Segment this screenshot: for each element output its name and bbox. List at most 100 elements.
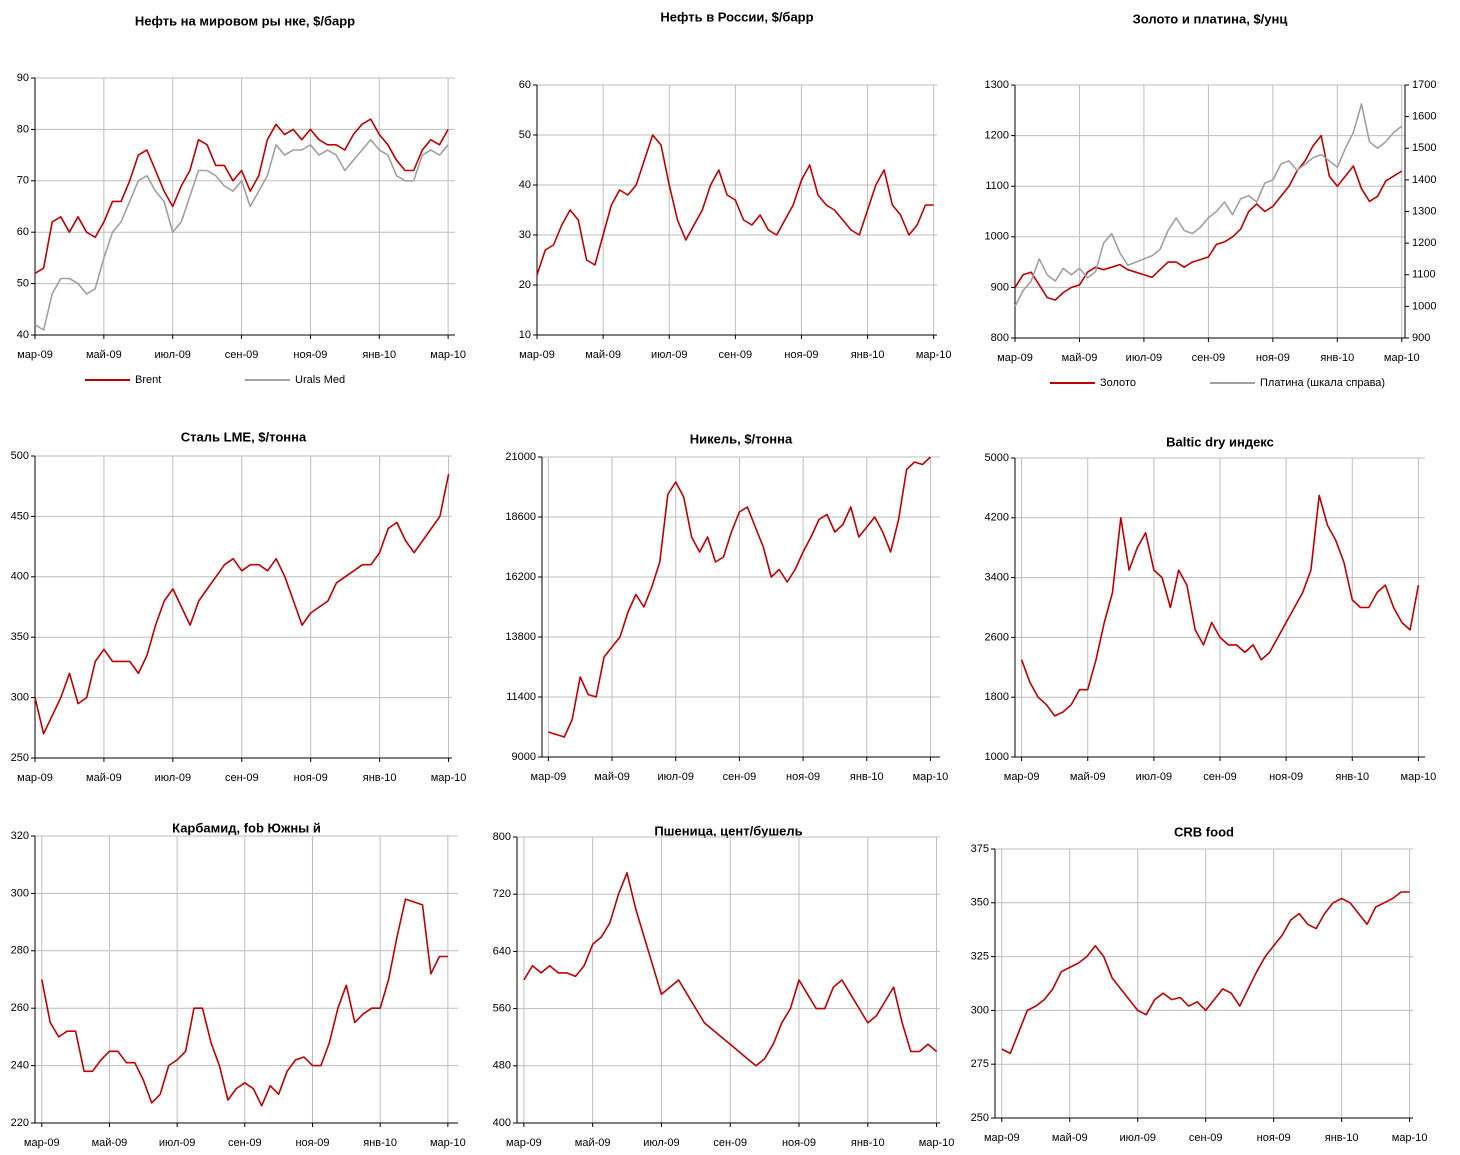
x-tick-label: мар-10 <box>1392 1132 1428 1144</box>
x-tick-label: мар-10 <box>916 349 952 361</box>
chart-title: CRB food <box>1174 824 1234 839</box>
series-line <box>536 134 934 276</box>
y2-tick-label: 1200 <box>1412 237 1436 249</box>
legend-label: Brent <box>135 374 161 386</box>
chart-title: Сталь LME, $/тонна <box>181 429 307 444</box>
legend-label: Золото <box>1100 377 1136 389</box>
x-tick-label: янв-10 <box>851 349 885 361</box>
chart-title: Baltic dry индекс <box>1166 434 1274 449</box>
y-tick-label: 50 <box>519 129 531 141</box>
x-tick-label: май-09 <box>575 1137 611 1149</box>
y2-tick-label: 1100 <box>1412 269 1436 281</box>
x-tick-label: мар-10 <box>913 771 949 783</box>
series-line <box>1014 103 1403 307</box>
y-tick-label: 240 <box>11 1060 29 1072</box>
x-tick-label: май-09 <box>1052 1132 1088 1144</box>
y2-tick-label: 1000 <box>1412 300 1436 312</box>
x-tick-label: янв-10 <box>1335 771 1369 783</box>
x-tick-label: ноя-09 <box>1269 771 1303 783</box>
y-tick-label: 325 <box>971 951 989 963</box>
series-line <box>523 872 938 1067</box>
x-tick-label: янв-10 <box>362 349 396 361</box>
x-tick-label: июл-09 <box>1136 771 1172 783</box>
y-tick-label: 80 <box>17 123 29 135</box>
y-tick-label: 13800 <box>505 631 536 643</box>
series-line <box>1014 134 1403 301</box>
y2-tick-label: 1500 <box>1412 142 1436 154</box>
y-tick-label: 1100 <box>985 180 1009 192</box>
x-tick-label: июл-09 <box>154 349 190 361</box>
x-tick-label: ноя-09 <box>782 1137 816 1149</box>
y-tick-label: 450 <box>11 510 29 522</box>
x-tick-label: ноя-09 <box>293 349 327 361</box>
y-tick-label: 560 <box>493 1003 511 1015</box>
x-tick-label: май-09 <box>86 349 122 361</box>
y-tick-label: 1000 <box>985 751 1009 763</box>
y-tick-label: 400 <box>493 1117 511 1129</box>
series-line <box>34 138 449 331</box>
x-tick-label: ноя-09 <box>294 772 328 784</box>
x-tick-label: сен-09 <box>1203 771 1237 783</box>
x-tick-label: мар-10 <box>1401 771 1437 783</box>
x-tick-label: мар-10 <box>430 1137 466 1149</box>
x-tick-label: сен-09 <box>713 1137 747 1149</box>
y-tick-label: 40 <box>17 329 29 341</box>
y-tick-label: 3400 <box>985 572 1009 584</box>
x-tick-label: мар-09 <box>506 1137 542 1149</box>
x-tick-label: июл-09 <box>651 349 687 361</box>
y-tick-label: 720 <box>493 888 511 900</box>
x-tick-label: май-09 <box>594 771 630 783</box>
y-tick-label: 400 <box>11 571 29 583</box>
y-tick-label: 300 <box>11 887 29 899</box>
series-line <box>548 456 931 738</box>
legend-label: Urals Med <box>295 374 345 386</box>
series-line <box>34 118 449 274</box>
x-tick-label: май-09 <box>585 349 621 361</box>
x-tick-label: мар-09 <box>997 352 1033 364</box>
x-tick-label: ноя-09 <box>295 1137 329 1149</box>
y-tick-label: 250 <box>11 752 29 764</box>
y-tick-label: 900 <box>991 281 1009 293</box>
x-tick-label: ноя-09 <box>786 771 820 783</box>
chart-title: Никель, $/тонна <box>690 431 793 446</box>
y-tick-label: 60 <box>519 79 531 91</box>
x-tick-label: ноя-09 <box>784 349 818 361</box>
x-tick-label: май-09 <box>1062 352 1098 364</box>
y-tick-label: 20 <box>519 279 531 291</box>
y-tick-label: 300 <box>11 692 29 704</box>
x-tick-label: май-09 <box>1070 771 1106 783</box>
y-tick-label: 5000 <box>985 452 1009 464</box>
series-line <box>41 898 448 1107</box>
y-tick-label: 10 <box>519 329 531 341</box>
y-tick-label: 480 <box>493 1060 511 1072</box>
x-tick-label: сен-09 <box>1189 1132 1223 1144</box>
y-tick-label: 800 <box>991 332 1009 344</box>
y-tick-label: 1300 <box>985 79 1009 91</box>
chart-title: Нефть на мировом ры нке, $/барр <box>135 13 355 28</box>
x-tick-label: июл-09 <box>1119 1132 1155 1144</box>
y-tick-label: 16200 <box>505 571 536 583</box>
series-line <box>1001 891 1410 1055</box>
x-tick-label: мар-09 <box>984 1132 1020 1144</box>
chart-title: Золото и платина, $/унц <box>1133 11 1288 26</box>
x-tick-label: мар-10 <box>1384 352 1420 364</box>
x-tick-label: мар-09 <box>531 771 567 783</box>
y2-tick-label: 1600 <box>1412 111 1436 123</box>
x-tick-label: сен-09 <box>719 349 753 361</box>
y-tick-label: 21000 <box>505 451 536 463</box>
y-tick-label: 40 <box>519 179 531 191</box>
x-tick-label: май-09 <box>86 772 122 784</box>
y2-tick-label: 1400 <box>1412 174 1436 186</box>
legend-label: Платина (шкала справа) <box>1260 377 1385 389</box>
x-tick-label: июл-09 <box>155 772 191 784</box>
y-tick-label: 60 <box>17 226 29 238</box>
x-tick-label: ноя-09 <box>1257 1132 1291 1144</box>
y-tick-label: 70 <box>17 175 29 187</box>
chart-title: Пшеница, цент/бушель <box>654 823 802 838</box>
x-tick-label: янв-10 <box>363 1137 397 1149</box>
y-tick-label: 350 <box>971 897 989 909</box>
y2-tick-label: 900 <box>1412 332 1430 344</box>
y-tick-label: 9000 <box>512 751 536 763</box>
y-tick-label: 260 <box>11 1002 29 1014</box>
